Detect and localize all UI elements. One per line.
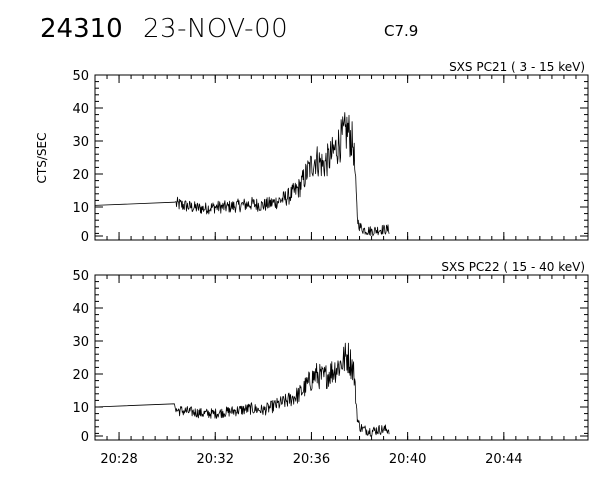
- flare-class: C7.9: [384, 22, 419, 40]
- event-id: 24310: [40, 14, 123, 44]
- y-tick-label: 40: [72, 302, 89, 317]
- panel-1-frame: [94, 74, 589, 241]
- x-tick-label: 20:32: [197, 452, 234, 467]
- event-date: 23-NOV-00: [143, 14, 289, 44]
- y-tick-label: 40: [72, 102, 89, 117]
- panel-1-title: SXS PC21 ( 3 - 15 keV): [449, 60, 585, 74]
- y-tick-label: 10: [72, 401, 89, 416]
- panel-2-title: SXS PC22 ( 15 - 40 keV): [441, 260, 585, 274]
- y-tick-label: 20: [72, 368, 89, 383]
- x-tick-label: 20:36: [293, 452, 330, 467]
- series-line-1-1: [94, 112, 390, 237]
- y-tick-label: 30: [72, 135, 89, 150]
- y-tick-label: 50: [72, 269, 89, 284]
- x-tick-label: 20:28: [100, 452, 137, 467]
- x-tick-label: 20:40: [389, 452, 426, 467]
- x-tick-label: 20:44: [485, 452, 522, 467]
- y-tick-label: 0: [81, 230, 89, 245]
- y-tick-label: 30: [72, 335, 89, 350]
- y-axis-label: CTS/SEC: [35, 133, 49, 184]
- y-tick-label: 10: [72, 201, 89, 216]
- y-tick-label: 50: [72, 69, 89, 84]
- panel-2-frame: [94, 274, 589, 441]
- y-tick-label: 20: [72, 168, 89, 183]
- series-line-2-1: [94, 342, 390, 437]
- y-tick-label: 0: [81, 430, 89, 445]
